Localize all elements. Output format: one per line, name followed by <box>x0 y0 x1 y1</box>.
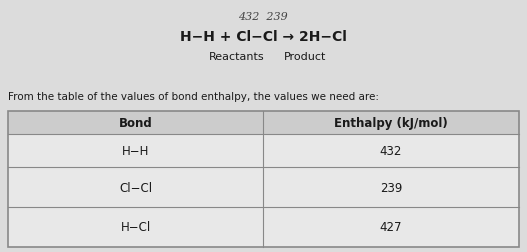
Bar <box>8 167 519 207</box>
Text: Product: Product <box>284 52 326 62</box>
Text: 239: 239 <box>380 181 402 194</box>
Text: Reactants: Reactants <box>209 52 265 62</box>
Bar <box>8 207 519 247</box>
Text: H−Cl: H−Cl <box>120 220 151 234</box>
Text: Cl−Cl: Cl−Cl <box>119 181 152 194</box>
Text: Bond: Bond <box>119 116 152 130</box>
Text: 427: 427 <box>380 220 402 234</box>
Text: 432  239: 432 239 <box>238 12 288 22</box>
Bar <box>8 135 519 167</box>
Text: From the table of the values of bond enthalpy, the values we need are:: From the table of the values of bond ent… <box>8 92 379 102</box>
Bar <box>8 112 519 135</box>
Bar <box>8 112 519 247</box>
Text: Enthalpy (kJ/mol): Enthalpy (kJ/mol) <box>334 116 448 130</box>
Text: 432: 432 <box>380 144 402 158</box>
Text: H−H: H−H <box>122 144 149 158</box>
Text: H−H + Cl−Cl → 2H−Cl: H−H + Cl−Cl → 2H−Cl <box>180 30 346 44</box>
